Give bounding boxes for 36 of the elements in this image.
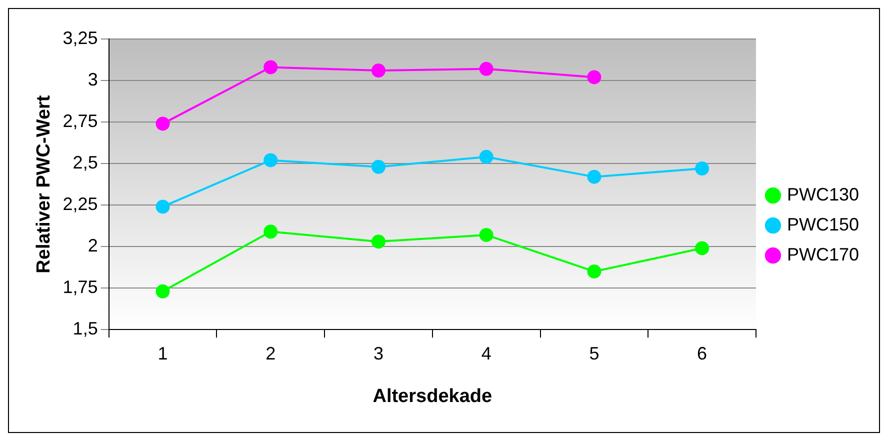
point	[371, 234, 386, 249]
point	[264, 153, 278, 168]
point	[371, 160, 386, 174]
legend-label: PWC130	[786, 184, 860, 204]
point	[695, 241, 710, 256]
point	[587, 70, 602, 84]
point	[156, 200, 170, 214]
y-tick-label: 1,75	[62, 277, 98, 298]
x-tick-label: 6	[697, 343, 708, 364]
y-tick-label: 2,25	[62, 194, 98, 214]
point	[479, 150, 494, 164]
x-tick-label: 1	[158, 343, 168, 364]
point	[587, 264, 602, 278]
legend-label: PWC170	[786, 244, 860, 264]
x-tick-label: 2	[266, 343, 276, 364]
point	[479, 62, 494, 76]
y-tick-label: 3,25	[62, 28, 98, 48]
point	[264, 60, 278, 74]
point	[156, 116, 170, 131]
y-tick-label: 2,75	[62, 110, 98, 131]
point	[695, 162, 710, 176]
point	[479, 228, 494, 242]
legend-label: PWC150	[786, 214, 860, 234]
y-axis-title: Relativer PWC-Wert	[34, 94, 55, 274]
point	[371, 64, 386, 78]
y-tick-label: 3	[88, 69, 98, 90]
y-tick-label: 2	[88, 236, 98, 256]
y-tick-label: 1,5	[72, 318, 98, 339]
x-axis-title: Altersdekade	[372, 386, 492, 407]
x-tick-label: 3	[373, 343, 384, 364]
point	[264, 224, 278, 239]
point	[156, 284, 170, 298]
y-tick-label: 2,5	[72, 152, 98, 173]
x-tick-label: 5	[589, 343, 600, 364]
point	[587, 170, 602, 184]
x-tick-label: 4	[481, 343, 492, 364]
